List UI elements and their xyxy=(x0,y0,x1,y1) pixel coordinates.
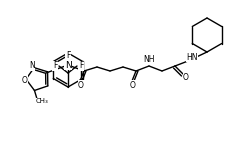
Text: O: O xyxy=(22,76,28,85)
Text: O: O xyxy=(78,81,84,89)
Text: F: F xyxy=(53,62,57,70)
Text: O: O xyxy=(183,73,189,81)
Text: N: N xyxy=(65,60,71,70)
Text: F: F xyxy=(66,51,70,60)
Text: NH: NH xyxy=(143,55,155,64)
Text: F: F xyxy=(79,62,83,70)
Text: O: O xyxy=(130,81,136,89)
Text: HN: HN xyxy=(186,52,198,62)
Text: CH₃: CH₃ xyxy=(36,98,49,104)
Text: N: N xyxy=(29,61,35,70)
